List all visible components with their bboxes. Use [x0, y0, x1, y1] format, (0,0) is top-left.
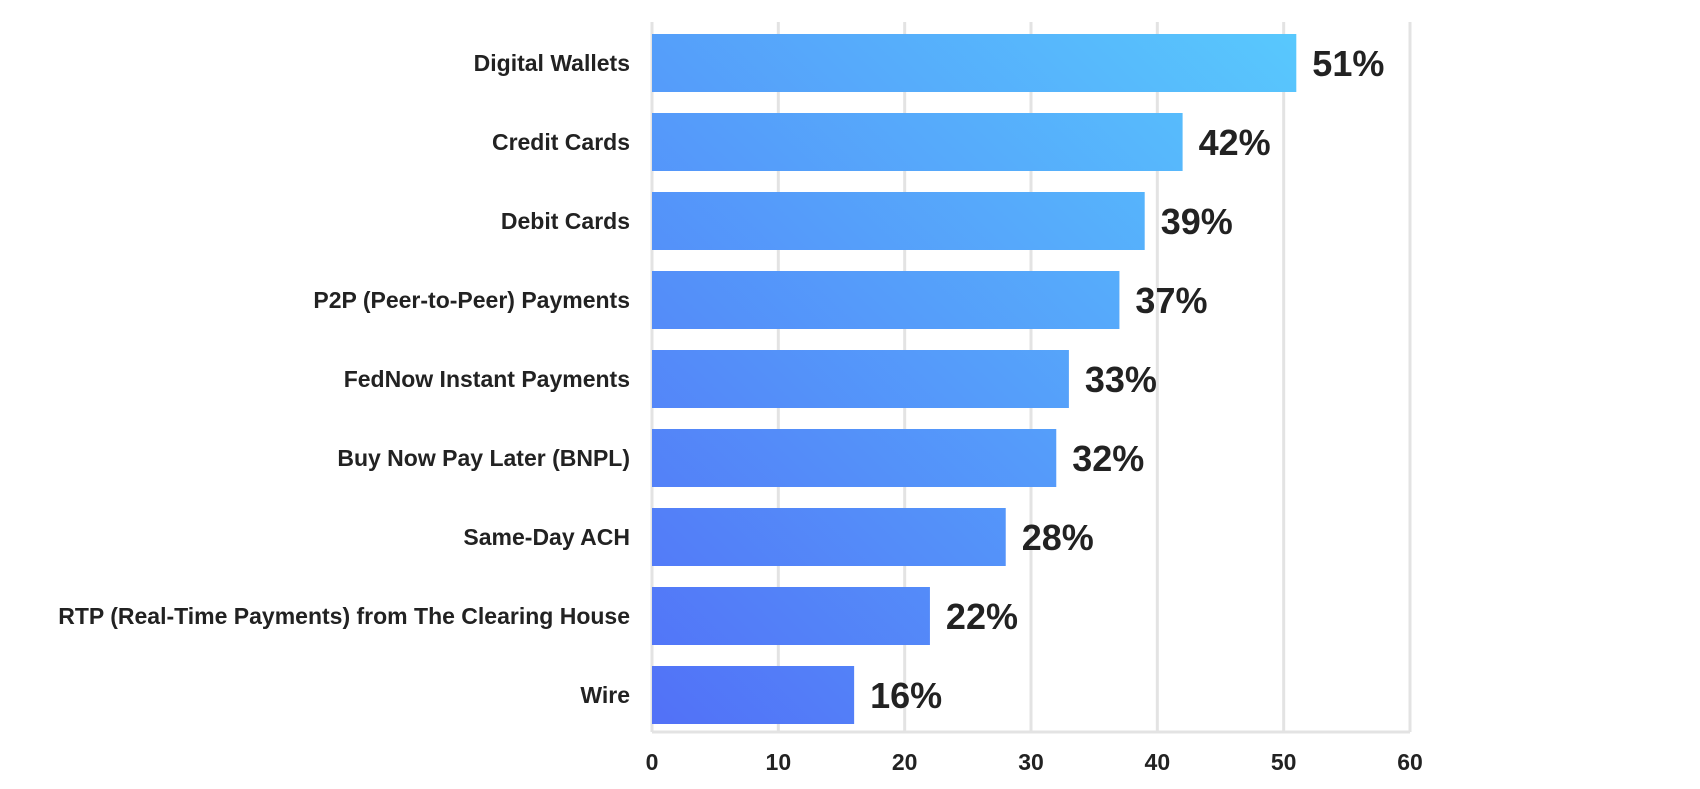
category-label: FedNow Instant Payments	[344, 366, 630, 392]
value-label: 37%	[1135, 280, 1207, 321]
x-axis-ticks: 0 10 20 30 40 50 60	[646, 749, 1423, 775]
category-label: Credit Cards	[492, 129, 630, 155]
bar	[652, 271, 1120, 329]
category-label: Buy Now Pay Later (BNPL)	[337, 445, 630, 471]
value-label: 28%	[1022, 517, 1094, 558]
bar	[652, 192, 1145, 250]
category-label: Debit Cards	[501, 208, 630, 234]
x-tick-label: 30	[1018, 749, 1044, 775]
value-label: 16%	[870, 675, 942, 716]
bar	[652, 508, 1006, 566]
category-label: Same-Day ACH	[463, 524, 630, 550]
x-tick-label: 60	[1397, 749, 1423, 775]
value-label: 51%	[1312, 43, 1384, 84]
category-labels: Digital Wallets Credit Cards Debit Cards P2…	[58, 50, 630, 708]
value-label: 22%	[946, 596, 1018, 637]
value-label: 33%	[1085, 359, 1157, 400]
category-label: Digital Wallets	[474, 50, 630, 76]
x-tick-label: 10	[766, 749, 792, 775]
x-tick-label: 50	[1271, 749, 1297, 775]
x-tick-label: 40	[1145, 749, 1171, 775]
bar	[652, 113, 1183, 171]
x-tick-label: 0	[646, 749, 659, 775]
category-label: P2P (Peer-to-Peer) Payments	[313, 287, 630, 313]
value-label: 39%	[1161, 201, 1233, 242]
bar	[652, 429, 1057, 487]
value-labels: 51% 42% 39% 37% 33% 32% 28%22%16%	[870, 43, 1384, 716]
bars	[652, 34, 1297, 724]
category-label: Wire	[580, 682, 630, 708]
bar	[652, 34, 1297, 92]
bar	[652, 350, 1069, 408]
value-label: 42%	[1199, 122, 1271, 163]
bar	[652, 587, 930, 645]
bar	[652, 666, 855, 724]
value-label: 32%	[1072, 438, 1144, 479]
x-tick-label: 20	[892, 749, 918, 775]
category-label: RTP (Real-Time Payments) from The Cleari…	[58, 603, 630, 629]
